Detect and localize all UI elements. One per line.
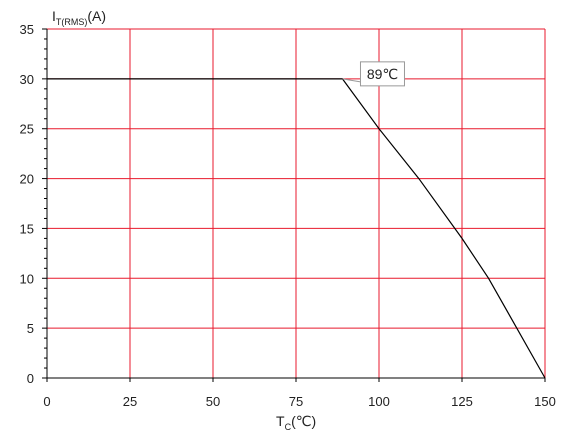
x-tick-label: 75 xyxy=(289,394,303,409)
grid xyxy=(47,28,546,378)
x-tick-label: 100 xyxy=(368,394,390,409)
y-tick-label: 20 xyxy=(20,172,34,187)
x-tick-label: 50 xyxy=(206,394,220,409)
y-axis-label: IT(RMS)(A) xyxy=(52,8,106,27)
annotation-box xyxy=(359,61,405,87)
tick-labels: 0 5 10 15 20 25 30 35 0 25 50 75 100 125 150 xyxy=(20,22,556,409)
annotation-label: 89℃ xyxy=(367,66,398,82)
annotation-leader xyxy=(342,78,361,83)
x-axis-label: TC(℃) xyxy=(276,413,316,432)
y-tick-label: 35 xyxy=(20,22,34,37)
y-tick-label: 5 xyxy=(27,321,34,336)
y-tick-label: 0 xyxy=(27,371,34,386)
x-tick-label: 150 xyxy=(534,394,556,409)
y-tick-label: 15 xyxy=(20,221,34,236)
x-tick-label: 0 xyxy=(43,394,50,409)
x-tick-label: 25 xyxy=(123,394,137,409)
annotation-layer: 89℃ xyxy=(342,61,405,87)
axes xyxy=(42,28,546,382)
x-tick-label: 125 xyxy=(451,394,473,409)
y-tick-label: 25 xyxy=(20,122,34,137)
y-tick-label: 30 xyxy=(20,72,34,87)
y-tick-label: 10 xyxy=(20,271,34,286)
